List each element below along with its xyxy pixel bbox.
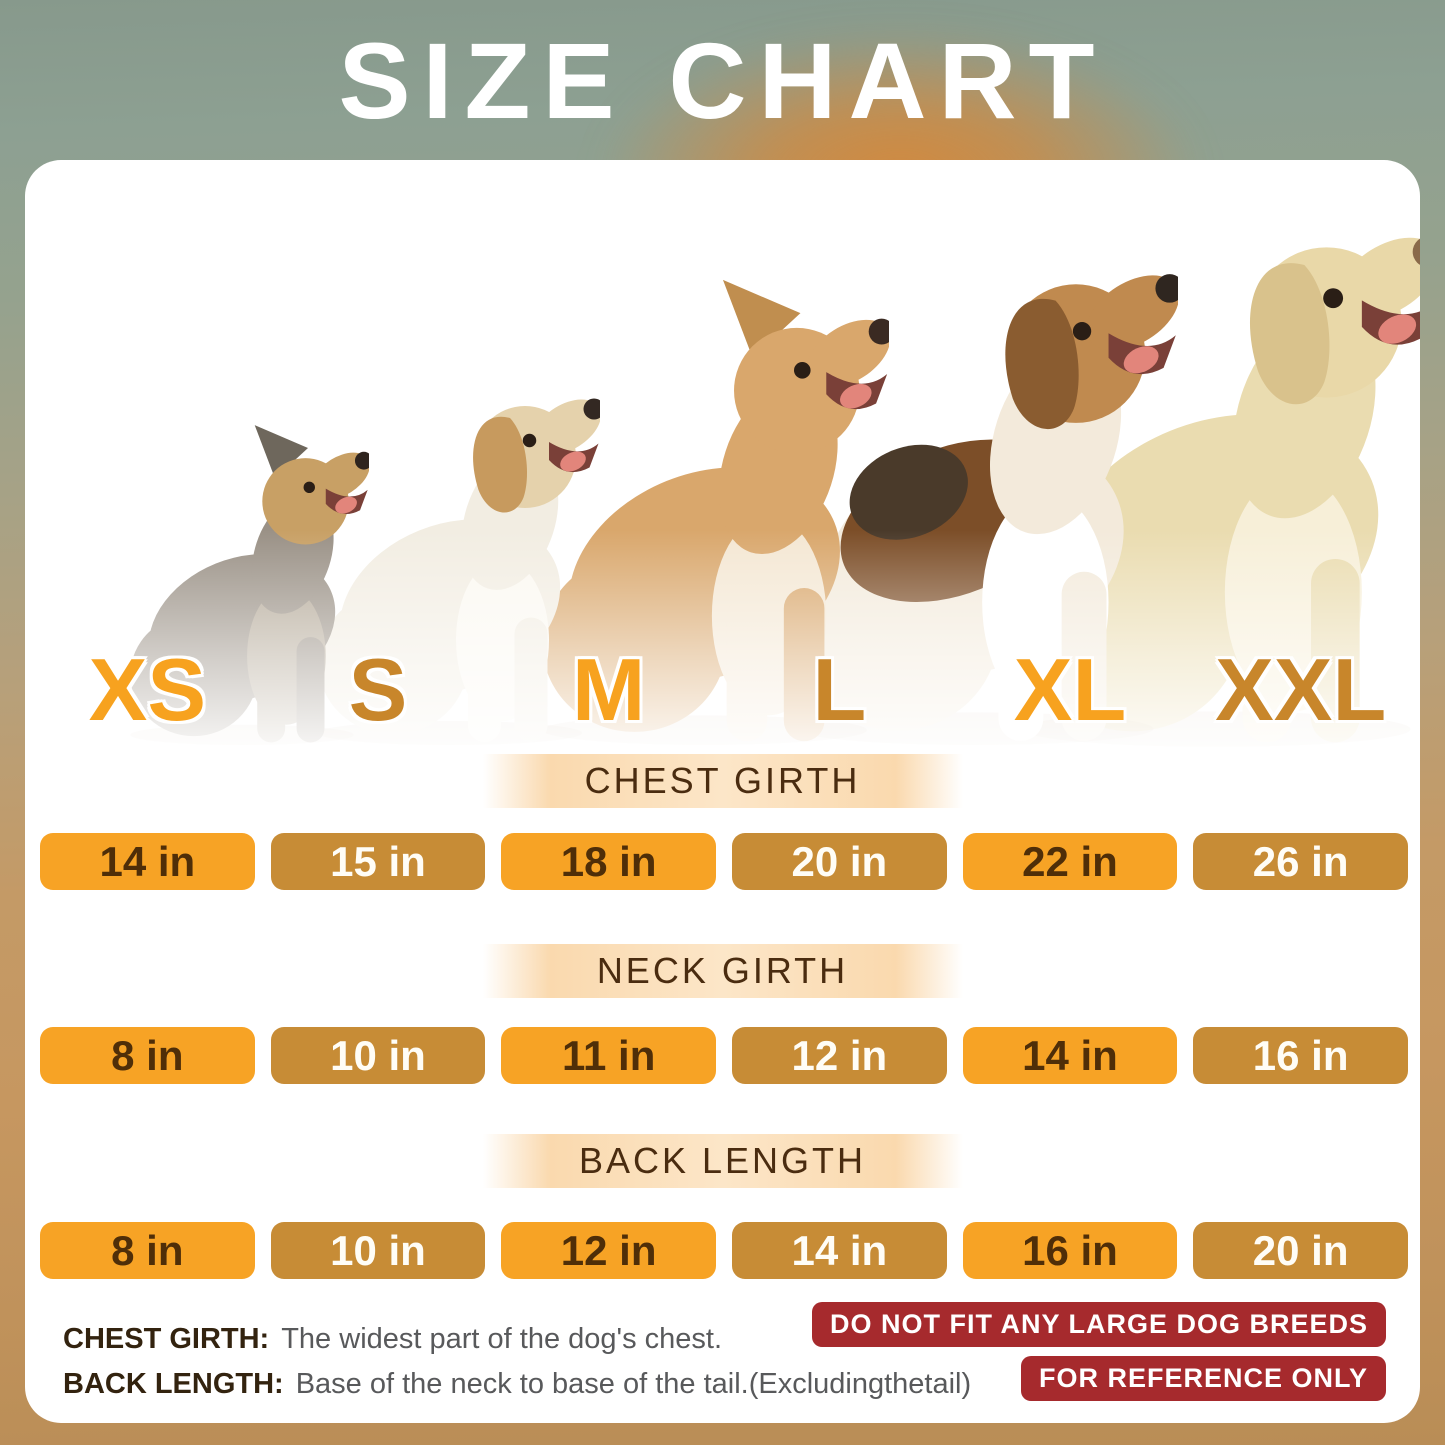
note-back-length: BACK LENGTH: Base of the neck to base of … <box>63 1368 971 1401</box>
chest-girth-value-xxl: 26 in <box>1193 833 1408 890</box>
neck-girth-value-xl: 14 in <box>962 1027 1178 1084</box>
back-length-values-row: 8 in 10 in 12 in 14 in 16 in 20 in <box>40 1222 1408 1279</box>
chest-girth-values-row: 14 in 15 in 18 in 20 in 22 in 26 in <box>40 833 1408 890</box>
back-length-value-xl: 16 in <box>962 1222 1178 1279</box>
chest-girth-value-l: 20 in <box>732 833 947 890</box>
warning-badge-reference-only: FOR REFERENCE ONLY <box>1020 1356 1386 1401</box>
size-label-s: S <box>348 640 408 739</box>
warning-badge-no-large-breeds: DO NOT FIT ANY LARGE DOG BREEDS <box>811 1302 1386 1347</box>
page-title: SIZE CHART <box>338 20 1107 141</box>
note-chest-girth-text: The widest part of the dog's chest. <box>281 1323 722 1355</box>
back-length-value-m: 12 in <box>501 1222 716 1279</box>
section-header-chest-girth: CHEST GIRTH <box>482 754 963 808</box>
section-header-neck-girth: NECK GIRTH <box>482 944 963 998</box>
section-header-back-length: BACK LENGTH <box>482 1134 963 1188</box>
chest-girth-value-s: 15 in <box>270 833 486 890</box>
size-label-xl: XL <box>1013 640 1127 739</box>
back-length-value-xxl: 20 in <box>1193 1222 1408 1279</box>
back-length-value-xs: 8 in <box>40 1222 255 1279</box>
neck-girth-value-xxl: 16 in <box>1193 1027 1408 1084</box>
dogs-white-fade <box>25 530 1420 760</box>
neck-girth-values-row: 8 in 10 in 11 in 12 in 14 in 16 in <box>40 1027 1408 1084</box>
note-chest-girth-label: CHEST GIRTH: <box>63 1323 270 1355</box>
note-chest-girth: CHEST GIRTH: The widest part of the dog's… <box>63 1323 722 1356</box>
chest-girth-value-m: 18 in <box>501 833 716 890</box>
size-label-l: L <box>812 640 867 739</box>
size-label-m: M <box>572 640 646 739</box>
chest-girth-value-xs: 14 in <box>40 833 255 890</box>
neck-girth-value-xs: 8 in <box>40 1027 255 1084</box>
chest-girth-value-xl: 22 in <box>962 833 1178 890</box>
size-chart-card: XS S M L XL XXL CHEST GIRTH 14 in 15 in … <box>25 160 1420 1423</box>
neck-girth-value-l: 12 in <box>732 1027 947 1084</box>
size-label-xs: XS <box>88 640 207 739</box>
neck-girth-value-m: 11 in <box>501 1027 716 1084</box>
neck-girth-value-s: 10 in <box>270 1027 486 1084</box>
back-length-value-s: 10 in <box>270 1222 486 1279</box>
size-label-xxl: XXL <box>1215 640 1387 739</box>
size-label-row: XS S M L XL XXL <box>40 638 1408 742</box>
note-back-length-label: BACK LENGTH: <box>63 1368 284 1400</box>
back-length-value-l: 14 in <box>732 1222 947 1279</box>
note-back-length-text: Base of the neck to base of the tail.(Ex… <box>295 1368 972 1400</box>
